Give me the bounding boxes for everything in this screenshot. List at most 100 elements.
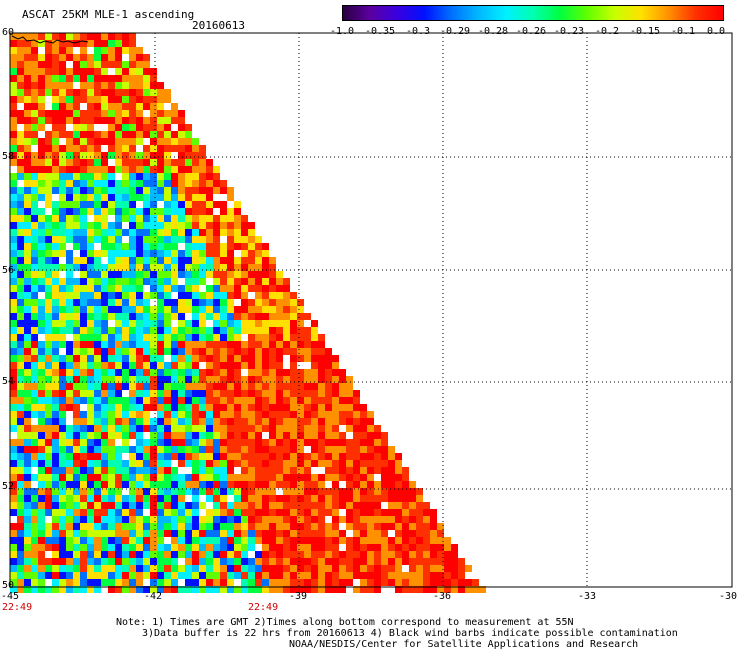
swath-pixel <box>52 341 59 348</box>
swath-pixel <box>136 460 143 467</box>
swath-pixel <box>24 362 31 369</box>
swath-pixel <box>101 411 108 418</box>
swath-pixel <box>423 509 430 516</box>
swath-pixel <box>38 341 45 348</box>
swath-pixel <box>94 103 101 110</box>
swath-pixel <box>143 502 150 509</box>
swath-pixel <box>66 47 73 54</box>
swath-pixel <box>87 110 94 117</box>
swath-pixel <box>206 481 213 488</box>
swath-pixel <box>73 145 80 152</box>
swath-pixel <box>73 47 80 54</box>
swath-pixel <box>136 117 143 124</box>
swath-pixel <box>192 502 199 509</box>
swath-pixel <box>395 467 402 474</box>
swath-pixel <box>339 502 346 509</box>
swath-pixel <box>38 390 45 397</box>
swath-pixel <box>185 355 192 362</box>
swath-pixel <box>185 509 192 516</box>
swath-pixel <box>59 341 66 348</box>
swath-pixel <box>192 306 199 313</box>
swath-pixel <box>59 572 66 579</box>
swath-pixel <box>52 509 59 516</box>
swath-pixel <box>367 502 374 509</box>
swath-pixel <box>199 362 206 369</box>
swath-pixel <box>346 572 353 579</box>
swath-pixel <box>150 68 157 75</box>
swath-pixel <box>360 495 367 502</box>
swath-pixel <box>73 166 80 173</box>
swath-pixel <box>269 418 276 425</box>
swath-pixel <box>227 586 234 593</box>
swath-pixel <box>444 565 451 572</box>
swath-pixel <box>150 103 157 110</box>
swath-pixel <box>171 285 178 292</box>
swath-pixel <box>325 516 332 523</box>
swath-pixel <box>94 327 101 334</box>
swath-pixel <box>171 229 178 236</box>
swath-pixel <box>45 565 52 572</box>
swath-pixel <box>73 341 80 348</box>
swath-pixel <box>94 117 101 124</box>
swath-pixel <box>479 586 486 593</box>
swath-pixel <box>192 530 199 537</box>
swath-pixel <box>164 257 171 264</box>
swath-pixel <box>332 369 339 376</box>
swath-pixel <box>10 502 17 509</box>
swath-pixel <box>59 530 66 537</box>
swath-pixel <box>122 355 129 362</box>
swath-pixel <box>339 376 346 383</box>
swath-pixel <box>136 439 143 446</box>
swath-pixel <box>255 530 262 537</box>
swath-pixel <box>150 537 157 544</box>
swath-pixel <box>227 432 234 439</box>
swath-pixel <box>157 131 164 138</box>
swath-pixel <box>283 530 290 537</box>
swath-pixel <box>234 439 241 446</box>
swath-pixel <box>339 495 346 502</box>
swath-pixel <box>38 502 45 509</box>
swath-pixel <box>283 383 290 390</box>
swath-pixel <box>143 495 150 502</box>
swath-pixel <box>248 579 255 586</box>
swath-pixel <box>220 299 227 306</box>
swath-pixel <box>122 467 129 474</box>
swath-pixel <box>59 285 66 292</box>
swath-pixel <box>115 145 122 152</box>
swath-pixel <box>332 383 339 390</box>
swath-pixel <box>269 453 276 460</box>
swath-pixel <box>115 502 122 509</box>
swath-pixel <box>234 362 241 369</box>
swath-pixel <box>381 488 388 495</box>
swath-pixel <box>255 264 262 271</box>
swath-pixel <box>192 320 199 327</box>
swath-pixel <box>143 159 150 166</box>
colorbar <box>342 5 724 21</box>
swath-pixel <box>262 502 269 509</box>
swath-pixel <box>283 544 290 551</box>
swath-pixel <box>353 488 360 495</box>
swath-pixel <box>80 355 87 362</box>
swath-pixel <box>290 292 297 299</box>
swath-pixel <box>38 432 45 439</box>
swath-pixel <box>213 537 220 544</box>
swath-pixel <box>31 61 38 68</box>
swath-pixel <box>360 565 367 572</box>
swath-pixel <box>451 572 458 579</box>
swath-pixel <box>59 404 66 411</box>
swath-pixel <box>10 145 17 152</box>
swath-pixel <box>10 61 17 68</box>
swath-pixel <box>451 579 458 586</box>
swath-pixel <box>192 215 199 222</box>
swath-pixel <box>73 271 80 278</box>
swath-pixel <box>234 460 241 467</box>
swath-pixel <box>465 565 472 572</box>
swath-pixel <box>129 467 136 474</box>
swath-pixel <box>115 285 122 292</box>
swath-pixel <box>52 481 59 488</box>
coastline <box>11 35 89 44</box>
swath-pixel <box>52 355 59 362</box>
swath-pixel <box>157 124 164 131</box>
swath-pixel <box>304 481 311 488</box>
swath-pixel <box>206 418 213 425</box>
